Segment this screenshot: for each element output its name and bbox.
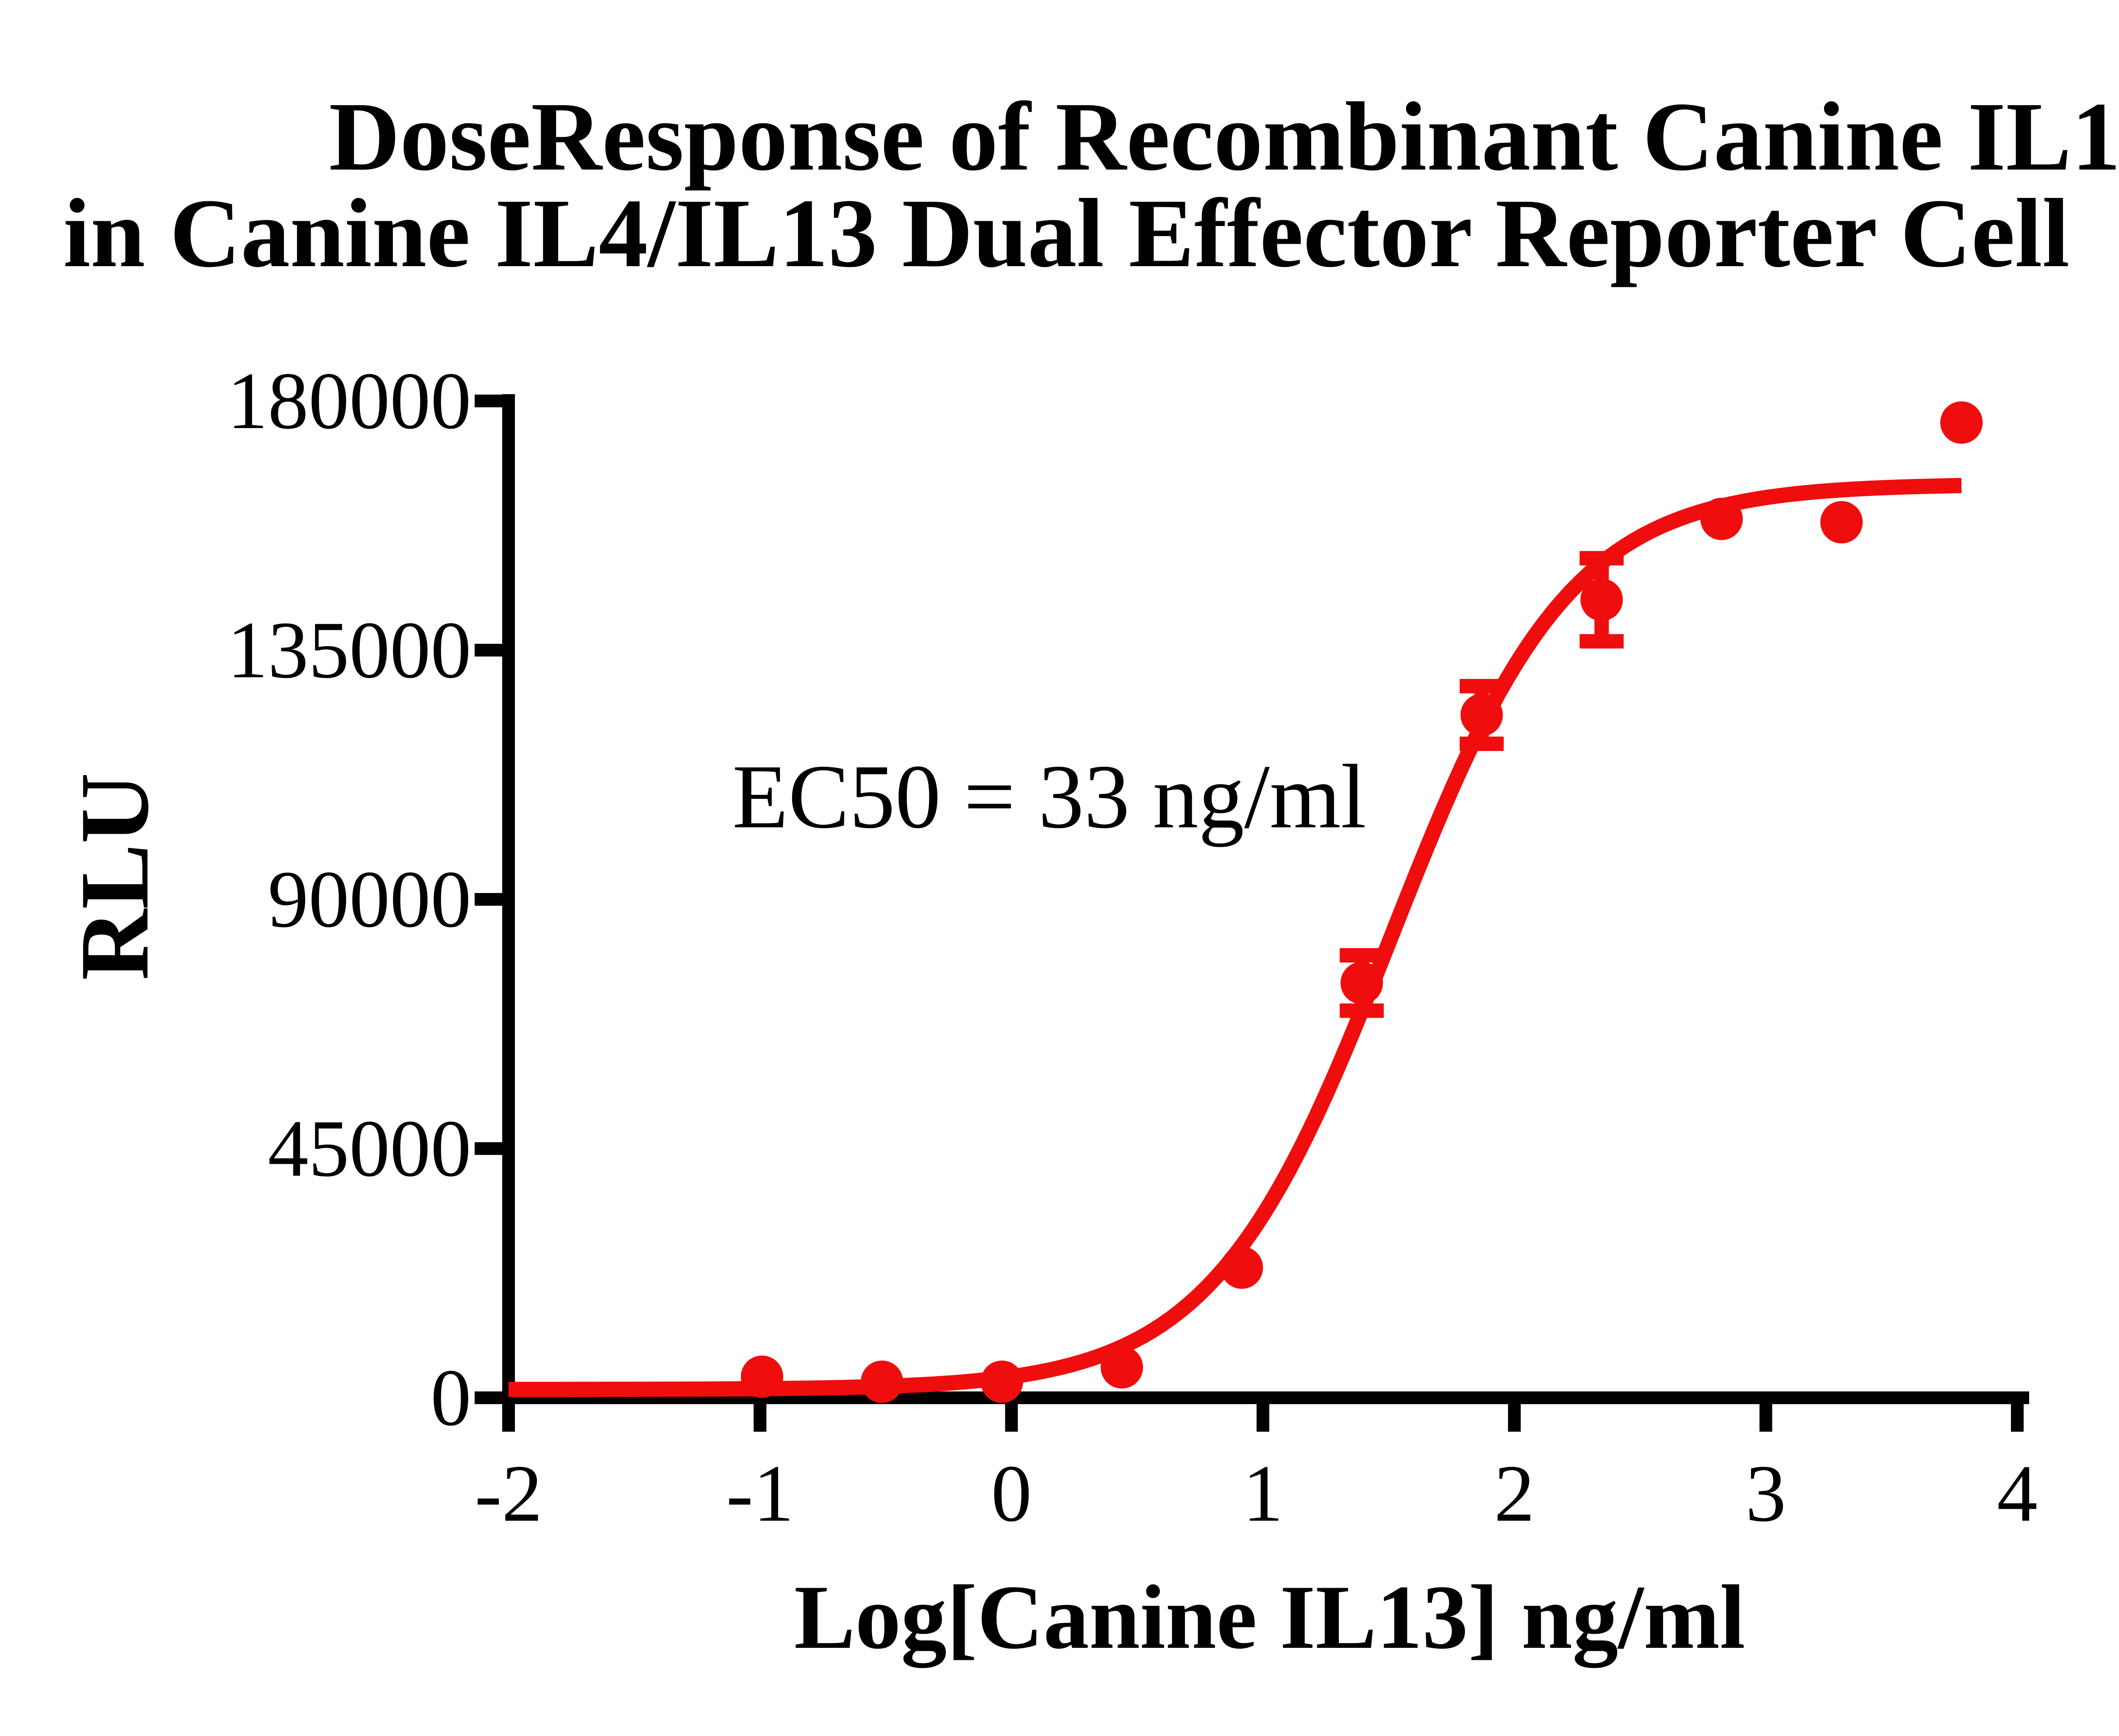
- chart-title: DoseResponse of Recombinant Canine IL13 …: [63, 82, 2119, 288]
- y-tick-label: 135000: [227, 605, 471, 695]
- x-axis-title: Log[Canine IL13] ng/ml: [794, 1566, 1745, 1668]
- x-tick-label: 0: [991, 1448, 1032, 1538]
- x-tick-label: 3: [1746, 1448, 1786, 1538]
- data-point-marker: [1340, 962, 1383, 1004]
- data-point-marker: [981, 1360, 1023, 1403]
- y-tick-label: 0: [431, 1352, 471, 1443]
- ec50-annotation: EC50 = 33 ng/ml: [732, 746, 1366, 847]
- axes: -2 -1 0 1 2 3 4 0 45000 90000 135000 180000: [227, 356, 2038, 1538]
- y-tick-label: 45000: [268, 1103, 471, 1194]
- data-point-marker: [1940, 401, 1983, 444]
- data-point-marker: [861, 1360, 904, 1403]
- data-point-marker: [1580, 579, 1623, 621]
- y-axis-title: RLU: [60, 773, 169, 980]
- x-tick-label: -2: [475, 1448, 542, 1538]
- y-tick-label: 180000: [227, 356, 471, 446]
- chart-title-line2: in Canine IL4/IL13 Dual Effector Reporte…: [63, 179, 2119, 288]
- data-point-marker: [1460, 693, 1503, 736]
- data-point-marker: [1700, 498, 1743, 540]
- y-tick-label: 90000: [268, 854, 471, 944]
- x-tick-label: 1: [1243, 1448, 1283, 1538]
- data-point-marker: [1221, 1246, 1263, 1289]
- x-tick-label: 4: [1997, 1448, 2038, 1538]
- data-point-marker: [1820, 501, 1863, 544]
- data-point-marker: [1101, 1346, 1143, 1389]
- chart-title-line1: DoseResponse of Recombinant Canine IL13: [329, 82, 2119, 191]
- data-point-marker: [741, 1355, 784, 1398]
- data-points: [741, 401, 1983, 1403]
- x-tick-label: -1: [726, 1448, 794, 1538]
- x-tick-label: 2: [1494, 1448, 1535, 1538]
